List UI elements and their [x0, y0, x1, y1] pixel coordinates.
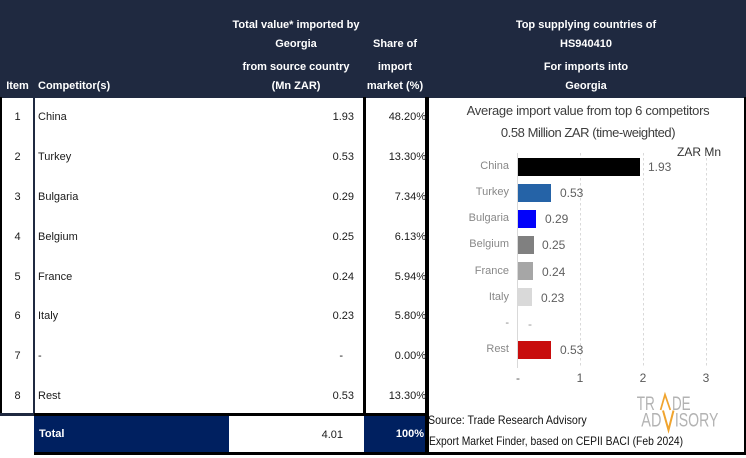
svg-text:AD: AD — [641, 409, 661, 431]
svg-text:TR: TR — [637, 393, 655, 415]
svg-text:DE: DE — [672, 393, 691, 415]
svg-text:ISORY: ISORY — [675, 409, 719, 431]
